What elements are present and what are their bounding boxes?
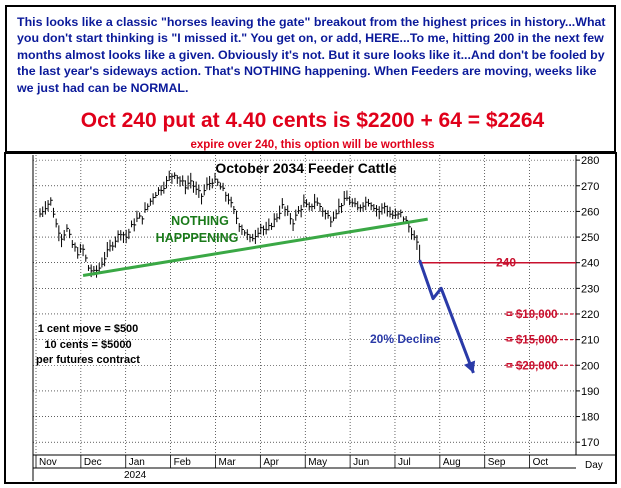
year-label: 2024 xyxy=(124,470,147,481)
decline-arrow xyxy=(418,259,475,374)
nothing-label-1: NOTHING xyxy=(171,214,229,228)
y-tick-label-200: 200 xyxy=(581,360,599,372)
month-label-Apr: Apr xyxy=(263,457,279,468)
y-tick-label-280: 280 xyxy=(581,155,599,167)
contract-note-1: 1 cent move = $500 xyxy=(38,323,139,335)
header-paragraph: This looks like a classic "horses leavin… xyxy=(17,15,606,95)
target-label-210: = $15,000 xyxy=(506,335,557,347)
y-tick-label-190: 190 xyxy=(581,386,599,398)
y-tick-label-260: 260 xyxy=(581,206,599,218)
month-label-Jun: Jun xyxy=(353,457,369,468)
month-label-Jul: Jul xyxy=(398,457,411,468)
strike-label: 240 xyxy=(496,256,516,270)
y-tick-label-220: 220 xyxy=(581,309,599,321)
y-tick-label-240: 240 xyxy=(581,258,599,270)
month-label-Sep: Sep xyxy=(488,457,506,468)
month-label-May: May xyxy=(308,457,327,468)
price-bars xyxy=(39,170,421,278)
y-tick-labels: 170 180 190 200 210 220 230 240 250 260 270 280 xyxy=(581,155,599,449)
month-labels: Nov Dec Jan Feb Mar Apr May Jun Jul Aug Sep Oct xyxy=(35,455,549,468)
y-tick-label-250: 250 xyxy=(581,232,599,244)
decline-arrowhead xyxy=(463,360,476,373)
contract-note-3: per futures contract xyxy=(36,354,140,366)
month-label-Nov: Nov xyxy=(39,457,57,468)
nothing-label-2: HAPPPENING xyxy=(156,231,239,245)
month-label-Feb: Feb xyxy=(174,457,192,468)
plot-border xyxy=(4,152,617,484)
y-tick-label-180: 180 xyxy=(581,412,599,424)
target-label-200: = $20,000 xyxy=(506,360,557,372)
y-tick-label-170: 170 xyxy=(581,437,599,449)
y-tick-label-270: 270 xyxy=(581,181,599,193)
month-label-Jan: Jan xyxy=(129,457,145,468)
gridlines xyxy=(33,155,580,455)
y-tick-label-230: 230 xyxy=(581,283,599,295)
decline-label: 20% Decline xyxy=(370,332,440,346)
chart-title: October 2034 Feeder Cattle xyxy=(215,160,397,176)
month-label-Mar: Mar xyxy=(218,457,236,468)
month-label-Oct: Oct xyxy=(533,457,549,468)
header-headline: Oct 240 put at 4.40 cents is $2200 + 64 … xyxy=(80,109,545,132)
y-tick-label-210: 210 xyxy=(581,335,599,347)
trendline xyxy=(82,217,428,277)
day-label: Day xyxy=(585,460,603,471)
target-levels: = $10,000 = $15,000 = $20,000 xyxy=(505,309,576,372)
header-subline: expire over 240, this option will be wor… xyxy=(190,139,435,151)
header-panel: This looks like a classic "horses leavin… xyxy=(5,5,616,153)
contract-note-2: 10 cents = $5000 xyxy=(44,339,131,351)
month-label-Aug: Aug xyxy=(443,457,461,468)
month-label-Dec: Dec xyxy=(84,457,102,468)
target-label-220: = $10,000 xyxy=(506,309,557,321)
